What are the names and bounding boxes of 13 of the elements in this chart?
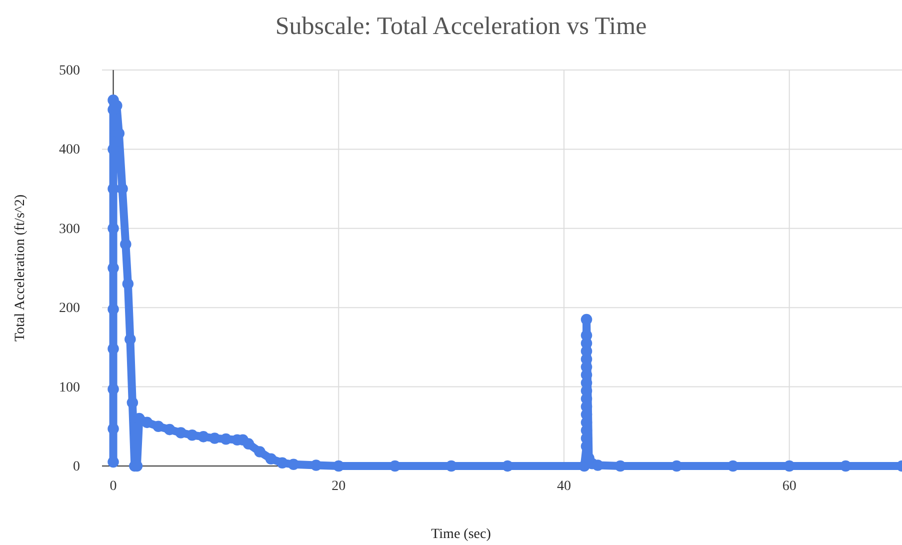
y-tick-label: 100 (59, 380, 80, 396)
x-tick-label: 40 (556, 478, 571, 494)
chart-title: Subscale: Total Acceleration vs Time (275, 13, 647, 40)
y-tick-label: 0 (73, 459, 80, 474)
y-tick-label: 400 (59, 142, 80, 158)
x-tick-label: 0 (110, 478, 117, 494)
y-tick-label: 200 (59, 301, 80, 316)
x-tick-label: 60 (782, 478, 796, 494)
y-tick-label: 500 (59, 63, 80, 78)
x-tick-label: 20 (332, 478, 346, 494)
y-axis-title: Total Acceleration (ft/s^2) (13, 194, 28, 342)
x-axis-title: Time (sec) (431, 527, 492, 542)
y-tick-label: 300 (59, 222, 80, 237)
